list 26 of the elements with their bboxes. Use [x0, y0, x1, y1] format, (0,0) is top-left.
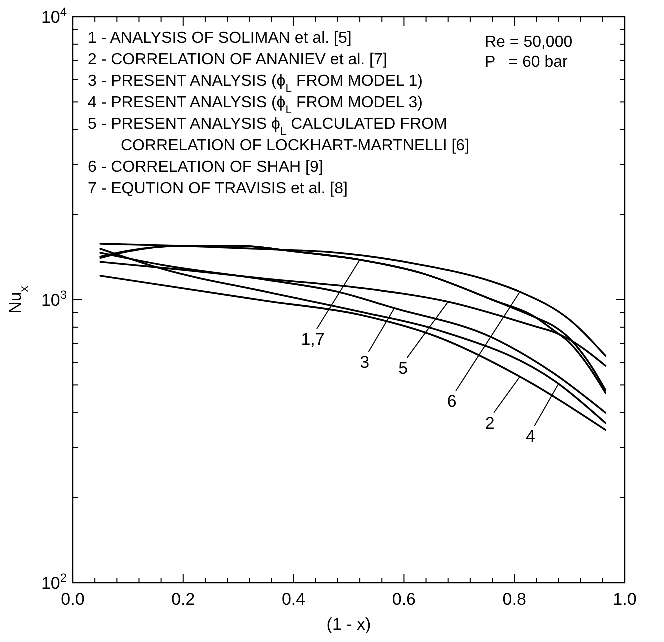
annotation: 3 [360, 353, 370, 372]
annotation: 6 [447, 392, 457, 412]
y-tick-label: 10$^{4}$ [41, 5, 68, 27]
x-tick-label: 0.0 [61, 590, 85, 609]
annotation: 5 - PRESENT ANALYSIS ϕ$_{L}$ CALCULATED FROM [88, 116, 448, 138]
annotation: 4 [526, 426, 536, 446]
annotation: 2 - CORRELATION OF ANANIEV et al. [7] [88, 52, 388, 68]
x-axis-title: (1 - x) [326, 615, 372, 634]
annotation: P = 60 bar [485, 54, 569, 71]
annotation: 1 - ANALYSIS OF SOLIMAN et al. [5] [88, 30, 352, 47]
x-tick-label: 0.2 [172, 590, 196, 609]
annotation: 2 [485, 414, 495, 433]
annotation: 6 - CORRELATION OF SHAH [9] [88, 159, 324, 176]
annotation: 4 - PRESENT ANALYSIS (ϕ$_{L}$ FROM MODEL 3) [88, 94, 423, 116]
annotation: 5 [398, 358, 408, 378]
x-tick-label: 1.0 [613, 590, 637, 609]
y-tick-label: 10$^{3}$ [41, 288, 68, 310]
annotation: 3 - PRESENT ANALYSIS (ϕ$_{L}$ FROM MODEL 1) [88, 73, 423, 95]
x-tick-label: 0.8 [502, 590, 526, 609]
annotation: Re = 50,000 [485, 34, 573, 51]
x-tick-label: 0.4 [282, 590, 306, 609]
annotation: CORRELATION OF LOCKHART-MARTNELLI [6] [121, 138, 470, 154]
y-tick-label: 10$^{2}$ [41, 571, 68, 593]
x-tick-label: 0.6 [392, 590, 416, 609]
annotation: 1,7 [301, 330, 325, 349]
annotation: 7 - EQUTION OF TRAVISIS et al. [8] [88, 180, 348, 198]
